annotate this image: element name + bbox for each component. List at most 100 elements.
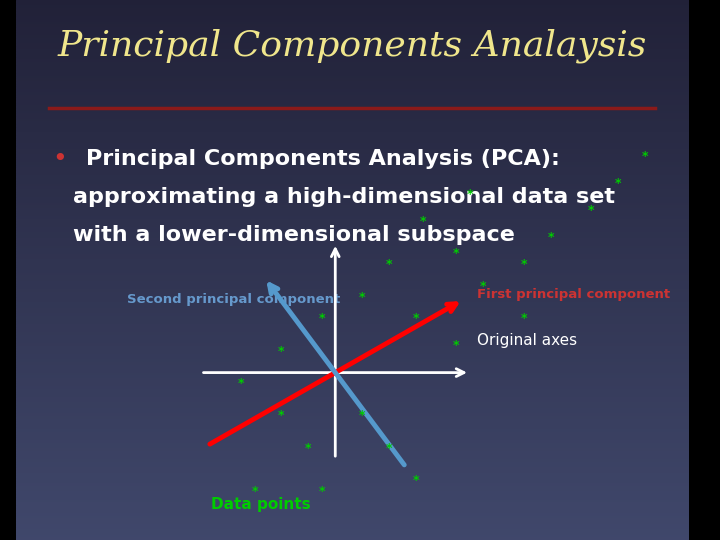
Bar xyxy=(16,254,688,256)
Bar xyxy=(16,165,688,167)
Bar xyxy=(16,335,688,338)
Bar xyxy=(16,238,688,240)
Bar xyxy=(16,359,688,362)
Bar xyxy=(16,364,688,367)
Bar xyxy=(16,22,688,24)
Bar xyxy=(16,400,688,402)
Bar xyxy=(16,62,688,65)
Bar xyxy=(16,97,688,100)
Bar xyxy=(16,86,688,89)
Bar xyxy=(16,186,688,189)
Bar xyxy=(16,332,688,335)
Bar xyxy=(16,448,688,451)
Bar xyxy=(16,305,688,308)
Bar xyxy=(16,378,688,381)
Bar xyxy=(16,51,688,54)
Text: *: * xyxy=(305,442,312,455)
Bar xyxy=(16,481,688,483)
Bar xyxy=(16,289,688,292)
Bar xyxy=(16,94,688,97)
Bar xyxy=(16,116,688,119)
Bar xyxy=(16,127,688,130)
Text: *: * xyxy=(480,280,487,293)
Bar xyxy=(16,81,688,84)
Bar xyxy=(16,19,688,22)
Bar xyxy=(16,132,688,135)
Text: *: * xyxy=(453,247,459,260)
Bar xyxy=(16,27,688,30)
Bar xyxy=(16,146,688,148)
Bar xyxy=(16,497,688,500)
Bar xyxy=(16,308,688,310)
Text: *: * xyxy=(413,474,419,487)
Bar xyxy=(16,108,688,111)
Bar xyxy=(16,470,688,472)
Text: with a lower-dimensional subspace: with a lower-dimensional subspace xyxy=(73,225,515,245)
Bar xyxy=(16,162,688,165)
Bar xyxy=(16,73,688,76)
Bar xyxy=(16,273,688,275)
Bar xyxy=(16,346,688,348)
Bar xyxy=(16,351,688,354)
Bar xyxy=(16,270,688,273)
Text: *: * xyxy=(386,258,392,271)
Bar xyxy=(16,435,688,437)
Bar xyxy=(16,167,688,170)
Bar xyxy=(16,381,688,383)
Bar xyxy=(16,103,688,105)
Bar xyxy=(16,510,688,513)
Bar xyxy=(16,302,688,305)
Bar xyxy=(16,500,688,502)
Bar xyxy=(16,370,688,373)
Bar xyxy=(16,262,688,265)
Bar xyxy=(16,49,688,51)
Bar xyxy=(16,11,688,14)
Text: *: * xyxy=(359,409,366,422)
Text: *: * xyxy=(359,291,366,303)
Bar xyxy=(16,189,688,192)
Bar xyxy=(16,397,688,400)
Bar xyxy=(16,194,688,197)
Text: Data points: Data points xyxy=(212,497,311,512)
Bar xyxy=(16,197,688,200)
Bar xyxy=(16,65,688,68)
Bar xyxy=(16,208,688,211)
Bar xyxy=(16,467,688,470)
Text: First principal component: First principal component xyxy=(477,288,670,301)
Bar xyxy=(16,84,688,86)
Bar xyxy=(16,348,688,351)
Bar xyxy=(16,410,688,413)
Bar xyxy=(16,297,688,300)
Bar xyxy=(16,240,688,243)
Bar xyxy=(16,8,688,11)
Bar xyxy=(16,432,688,435)
Bar xyxy=(16,278,688,281)
Bar xyxy=(16,216,688,219)
Bar xyxy=(16,159,688,162)
Bar xyxy=(16,211,688,213)
Bar xyxy=(16,416,688,418)
Bar xyxy=(16,537,688,540)
Bar xyxy=(16,427,688,429)
Bar xyxy=(16,440,688,443)
Bar xyxy=(16,16,688,19)
Bar xyxy=(16,375,688,378)
Bar xyxy=(16,227,688,229)
Bar xyxy=(16,508,688,510)
Bar xyxy=(16,443,688,445)
Bar xyxy=(16,518,688,521)
Bar xyxy=(16,267,688,270)
Bar xyxy=(16,78,688,81)
Bar xyxy=(16,181,688,184)
Bar xyxy=(16,259,688,262)
Bar xyxy=(16,292,688,294)
Text: *: * xyxy=(318,485,325,498)
Bar xyxy=(16,389,688,392)
Bar xyxy=(16,219,688,221)
Bar xyxy=(16,122,688,124)
Bar xyxy=(16,513,688,516)
Text: *: * xyxy=(521,312,527,325)
Bar xyxy=(16,232,688,235)
Text: *: * xyxy=(318,312,325,325)
Bar xyxy=(16,176,688,178)
